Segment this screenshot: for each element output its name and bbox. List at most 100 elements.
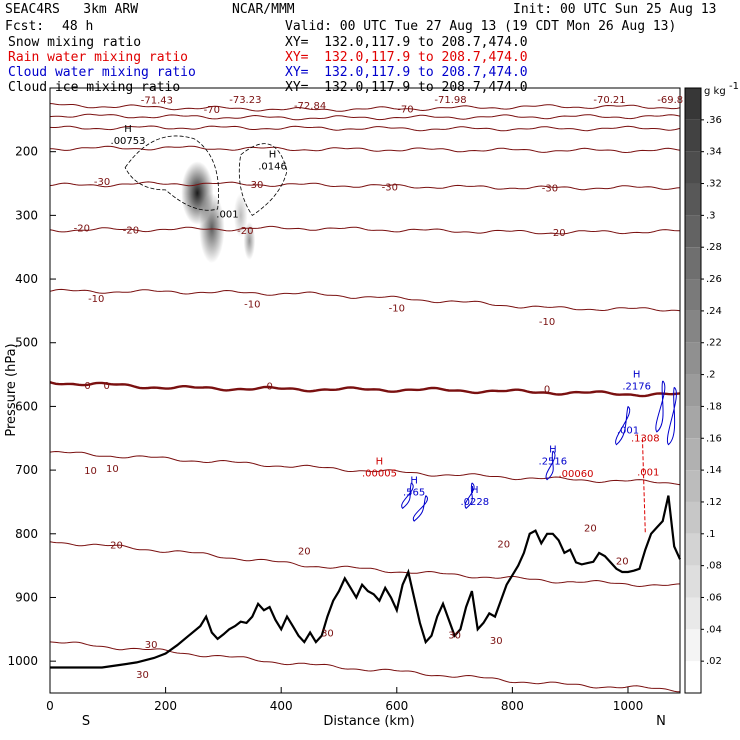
- colorbar: .02 .04 .06 .08 .1 .12 .14 .16 .18 .2 .22 .24 .26 .28…: [684, 87, 722, 694]
- contour-label: -69.8: [657, 95, 683, 106]
- colorbar-tick-label: .28: [706, 242, 722, 253]
- colorbar-cell: [685, 661, 701, 693]
- extremum-marker: H: [549, 444, 557, 455]
- contour-label: -20: [237, 226, 253, 237]
- colorbar-cell: [685, 247, 701, 280]
- init-time: Init: 00 UTC Sun 25 Aug 13: [513, 2, 717, 17]
- contour-label: 20: [616, 557, 629, 568]
- extremum-marker: H: [124, 124, 132, 135]
- contour-label: -10: [539, 317, 555, 328]
- colorbar-tick-label: .1: [706, 529, 716, 540]
- contour-label: 30: [448, 630, 461, 641]
- x-axis-label: Distance (km): [323, 714, 414, 729]
- extremum-value: .565: [403, 488, 425, 499]
- colorbar-tick-label: .16: [706, 433, 722, 444]
- extremum-value: .001: [637, 467, 659, 478]
- contour-line: [49, 125, 681, 132]
- contour-line: [49, 641, 681, 693]
- extremum-marker: H: [471, 485, 479, 496]
- colorbar-cell: [685, 406, 701, 439]
- field-xy-snow: XY= 132.0,117.9 to 208.7,474.0: [285, 35, 528, 50]
- extremum-value: .2516: [539, 456, 568, 467]
- contour-label: -30: [247, 180, 263, 191]
- y-tick-label: 1000: [7, 654, 38, 668]
- cloud-water-contour: [545, 450, 556, 481]
- snow-shading: [181, 161, 256, 264]
- extremum-value: .2176: [622, 381, 651, 392]
- contour-label: 30: [145, 640, 158, 651]
- colorbar-cell: [685, 597, 701, 630]
- contour-label: -20: [123, 225, 139, 236]
- extremum-value: .001: [617, 425, 639, 436]
- contour-label: 10: [106, 464, 119, 475]
- extremum-value: .0228: [460, 497, 489, 508]
- extremum-value: .001: [216, 209, 238, 220]
- contour-line: [49, 450, 681, 486]
- colorbar-tick-label: .34: [706, 147, 722, 158]
- contour-label: -10: [244, 299, 260, 310]
- colorbar-cell: [685, 470, 701, 502]
- colorbar-tick-label: .06: [706, 592, 722, 603]
- x-tick-label: 800: [501, 699, 524, 713]
- colorbar-tick-label: .3: [706, 210, 716, 221]
- contour-line: [49, 145, 681, 154]
- contour-labels: -71.43 -73.23 -72.84 -71.98 -70.21 -69.8 -70 -7…: [74, 95, 683, 681]
- colorbar-frame: [684, 87, 702, 694]
- axes: 0 200 400 600 800 100020030040050060070080090…: [7, 145, 643, 713]
- valid-time: Valid: 00 UTC Tue 27 Aug 13 (19 CDT Mon …: [285, 19, 677, 34]
- x-tick-label: 0: [46, 699, 54, 713]
- north-label: N: [656, 714, 666, 729]
- y-tick-label: 400: [15, 272, 38, 286]
- extremum-value: .00060: [558, 469, 593, 480]
- terrain-line: [50, 495, 682, 669]
- colorbar-tick-label: .36: [706, 115, 722, 126]
- x-tick-label: 600: [385, 699, 408, 713]
- extremum-value: .00005: [362, 469, 397, 480]
- cloud-contours: [124, 135, 677, 534]
- colorbar-cell: [685, 183, 701, 216]
- extremum-value: .1308: [631, 434, 660, 445]
- x-tick-label: 1000: [613, 699, 644, 713]
- south-label: S: [82, 714, 90, 729]
- fcst-value: 48 h: [62, 19, 94, 34]
- y-tick-label: 500: [15, 336, 38, 350]
- colorbar-unit: g kg: [704, 86, 726, 97]
- contour-label: -30: [94, 177, 110, 188]
- x-tick-label: 200: [154, 699, 177, 713]
- contour-label: 20: [497, 539, 510, 550]
- y-tick-label: 800: [15, 527, 38, 541]
- extremum-marker: H: [376, 457, 384, 468]
- contour-label: -20: [549, 228, 565, 239]
- contour-line: [49, 381, 681, 398]
- snow-blob: [233, 193, 248, 238]
- cloud-water-contour: [412, 495, 428, 522]
- contour-label: -71.43: [141, 95, 173, 106]
- cloud-water-contour: [401, 482, 414, 510]
- contour-label: -70: [204, 105, 220, 116]
- colorbar-tick-label: .2: [706, 370, 716, 381]
- y-tick-label: 600: [15, 399, 38, 413]
- colorbar-tick-label: .24: [706, 306, 722, 317]
- field-name-cloudwater: Cloud water mixing ratio: [8, 65, 196, 80]
- fcst-label: Fcst:: [5, 19, 45, 34]
- contour-label: 30: [321, 629, 334, 640]
- colorbar-cell: [685, 629, 701, 662]
- y-tick-label: 200: [15, 145, 38, 159]
- contour-line: [49, 103, 681, 112]
- contour-label: 0: [84, 381, 90, 392]
- temperature-contours: [49, 103, 681, 693]
- cloud-water-contour: [615, 406, 631, 446]
- y-tick-label: 700: [15, 463, 38, 477]
- contour-label: -72.84: [294, 101, 326, 112]
- terrain: [50, 495, 682, 669]
- model-title: SEAC4RS 3km ARW: [5, 2, 139, 17]
- colorbar-cell: [685, 310, 701, 343]
- colorbar-tick-label: .26: [706, 274, 722, 285]
- field-name-rain: Rain water mixing ratio: [8, 50, 189, 65]
- extremum-marker: H: [633, 369, 641, 380]
- colorbar-cell: [685, 215, 701, 248]
- colorbar-unit-exp: -1: [729, 81, 739, 92]
- colorbar-cell: [685, 501, 701, 534]
- rain-water-contour: [641, 438, 646, 534]
